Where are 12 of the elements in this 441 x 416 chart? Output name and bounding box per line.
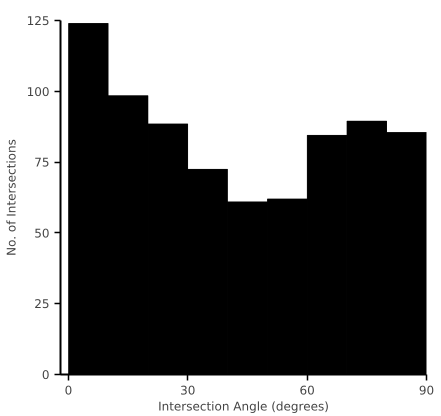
x-tick-label: 60 [300,384,315,398]
y-tick-label: 50 [34,226,50,240]
x-axis-title: Intersection Angle (degrees) [158,400,329,414]
y-tick-label: 75 [34,156,50,170]
y-tick-label: 100 [26,84,50,99]
x-tick-label: 90 [418,384,434,398]
y-tick-label: 25 [34,297,50,312]
y-tick-label: 125 [26,14,50,28]
x-tick-label: 30 [180,384,196,398]
y-axis-title: No. of Intersections [4,139,19,256]
y-tick-label: 0 [42,368,50,382]
x-tick-label: 0 [64,384,72,398]
